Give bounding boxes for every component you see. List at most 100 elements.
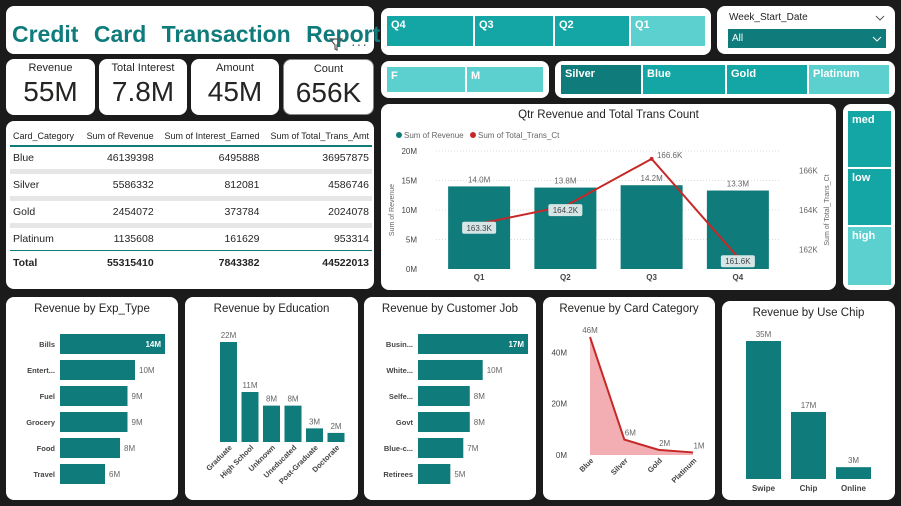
slicer-tile-platinum[interactable]: Platinum [809, 65, 889, 94]
table-cell: 1135608 [113, 233, 154, 245]
week-dropdown-value: All [732, 33, 744, 44]
bar [284, 405, 302, 442]
slicer-label: Silver [565, 68, 595, 80]
chart-title: Revenue by Use Chip [752, 307, 865, 319]
bar [327, 432, 345, 442]
slicer-label: Q4 [391, 19, 406, 31]
exp-chart-svg: Bills 14M Entert... 10M Fuel 9M Grocery 9M Food 8… [26, 334, 165, 484]
category-label: Selfe... [389, 392, 413, 401]
table-cell: 7843382 [156, 250, 263, 275]
bar [746, 341, 781, 479]
area-fill [590, 337, 693, 455]
chart-title: Revenue by Card Category [559, 303, 699, 315]
data-label-bg [462, 221, 497, 234]
slicer-tile-med[interactable]: med [848, 111, 891, 167]
y2-tick-label: 166K [799, 167, 818, 176]
data-label: 5M [454, 470, 465, 479]
category-label: Silver [609, 456, 630, 477]
column-header[interactable]: Sum of Total_Trans_Amt [262, 127, 372, 147]
data-label: 1M [693, 441, 704, 450]
table-row: Silver 5586332 812081 4586746 [10, 171, 372, 201]
slicer-label: Platinum [813, 68, 860, 80]
data-label: 166.6K [657, 151, 683, 160]
kpi-label: Total Interest [111, 62, 175, 74]
data-label: 161.6K [725, 257, 751, 266]
bar [60, 334, 165, 354]
bar [263, 405, 280, 442]
category-label: Gold [646, 456, 665, 475]
kpi-count: Count 656K [283, 59, 374, 115]
line-series [478, 157, 739, 258]
slicer-tile-q4[interactable]: Q4 [387, 16, 473, 46]
slicer-tile-q1[interactable]: Q1 [631, 16, 705, 46]
y2-tick-label: 162K [799, 245, 818, 254]
gender-slicer: F M [381, 61, 549, 98]
kpi-label: Revenue [28, 62, 73, 74]
y-tick-label: 5M [406, 236, 417, 245]
category-label: Online [841, 484, 866, 493]
legend-label: Sum of Total_Trans_Ct [478, 131, 560, 140]
chevron-down-icon [872, 36, 882, 42]
slicer-tile-q2[interactable]: Q2 [555, 16, 629, 46]
bar [418, 464, 451, 484]
data-label: 2M [330, 422, 341, 431]
slicer-label: Gold [731, 68, 757, 80]
slicer-label: Q2 [559, 19, 574, 31]
column-header[interactable]: Card_Category [10, 127, 81, 147]
legend-marker [396, 132, 402, 138]
slicer-tile-gold[interactable]: Gold [727, 65, 807, 94]
slicer-tile-m[interactable]: M [467, 67, 543, 92]
slicer-tile-low[interactable]: low [848, 169, 891, 225]
x-tick-label: Q3 [646, 273, 657, 282]
category-label: Blue-c... [384, 444, 413, 453]
slicer-tile-f[interactable]: F [387, 67, 465, 92]
table-row: Blue 46139398 6495888 36957875 [10, 146, 372, 174]
table-cell: Gold [10, 198, 81, 228]
card-category-table: Card_Category Sum of Revenue Sum of Inte… [6, 121, 374, 289]
x-tick-label: Q4 [733, 273, 744, 282]
slicer-label: med [852, 114, 875, 126]
category-label: Grocery [26, 418, 56, 427]
data-label: 10M [487, 366, 503, 375]
table-cell: 36957875 [262, 146, 372, 174]
column-header[interactable]: Sum of Interest_Earned [156, 127, 263, 147]
x-tick-label: Q1 [474, 273, 485, 282]
bar [418, 360, 483, 380]
slicer-tile-blue[interactable]: Blue [643, 65, 725, 94]
kpi-value: 45M [207, 76, 263, 107]
bar [60, 464, 105, 484]
data-label: 10M [139, 366, 155, 375]
category-label: Swipe [752, 484, 776, 493]
data-label: 9M [132, 392, 143, 401]
filter-icon[interactable] [329, 37, 343, 51]
data-label: 8M [287, 395, 298, 404]
data-label: 6M [109, 470, 120, 479]
slicer-tile-high[interactable]: high [848, 227, 891, 285]
data-label-bg [720, 255, 755, 268]
chart-title: Revenue by Education [213, 303, 330, 315]
data-label: 17M [508, 340, 524, 349]
table-cell: 2454072 [80, 198, 157, 228]
data-label: 13.3M [727, 180, 750, 189]
table-cell: 953314 [333, 233, 369, 245]
kpi-label: Count [313, 63, 344, 75]
chevron-down-icon[interactable] [875, 14, 885, 22]
bar [418, 386, 470, 406]
table-cell: 6495888 [156, 146, 263, 174]
quarter-slicer: Q4 Q3 Q2 Q1 [381, 8, 711, 55]
column-header[interactable]: Sum of Revenue [80, 127, 157, 147]
table-cell: Platinum [13, 233, 54, 245]
area-line [589, 336, 694, 454]
slicer-tile-silver[interactable]: Silver [561, 65, 641, 94]
chart-title: Revenue by Exp_Type [34, 303, 150, 315]
y2-tick-label: 164K [799, 206, 818, 215]
line-point [649, 156, 654, 161]
week-dropdown[interactable]: All [728, 29, 886, 48]
slicer-tile-q3[interactable]: Q3 [475, 16, 553, 46]
kpi-value: 656K [295, 77, 362, 108]
more-options-icon[interactable]: ··· [351, 36, 368, 52]
y-tick-label: 40M [551, 348, 567, 357]
qtr-chart-svg: Sum of Revenue Sum of Total_Trans_Ct Sum o… [389, 131, 831, 282]
week-slicer-label: Week_Start_Date [729, 12, 808, 23]
